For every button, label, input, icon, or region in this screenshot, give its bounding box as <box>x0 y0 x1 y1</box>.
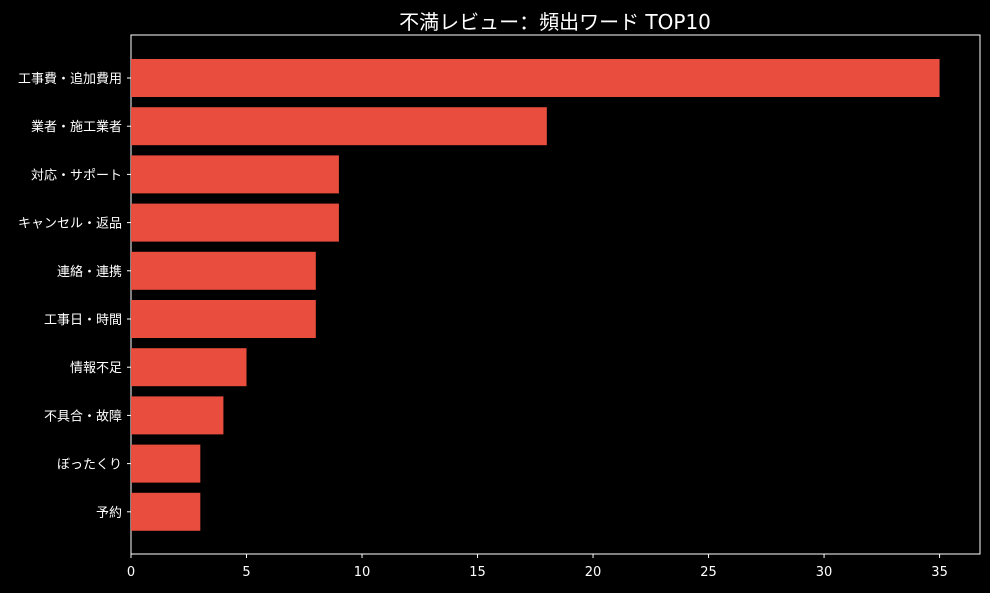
bar <box>131 444 201 483</box>
bar <box>131 59 940 97</box>
y-tick-label: 情報不足 <box>70 361 122 376</box>
bar <box>131 396 224 435</box>
bar <box>131 107 547 146</box>
plot-area-frame <box>130 34 981 555</box>
x-tick-label: 15 <box>469 565 486 580</box>
y-tick-label: 工事日・時間 <box>44 313 122 328</box>
bar <box>131 155 339 194</box>
bar <box>131 492 201 531</box>
x-tick-label: 25 <box>700 565 717 580</box>
x-axis-ticks: 0 5 10 15 20 25 30 35 <box>127 554 948 580</box>
y-tick-label: 業者・施工業者 <box>31 119 122 135</box>
bar <box>131 348 247 387</box>
x-tick-label: 20 <box>585 565 602 580</box>
y-tick-label: 工事費・追加費用 <box>18 71 122 87</box>
x-tick-label: 10 <box>354 565 371 580</box>
y-tick-label: 予約 <box>96 506 122 521</box>
chart-title: 不満レビュー：頻出ワード TOP10 <box>399 10 711 34</box>
bar <box>131 251 316 290</box>
x-tick-label: 0 <box>127 565 135 580</box>
y-tick-label: ぼったくり <box>57 458 122 473</box>
y-tick-label: 対応・サポート <box>31 168 122 183</box>
bars-group <box>131 59 940 531</box>
bar <box>131 203 339 242</box>
x-tick-label: 35 <box>931 565 948 580</box>
x-tick-label: 5 <box>242 565 250 580</box>
y-tick-label: 不具合・故障 <box>44 409 122 424</box>
y-axis-labels: 工事費・追加費用業者・施工業者対応・サポートキャンセル・返品連絡・連携工事日・時… <box>18 71 131 521</box>
y-tick-label: 連絡・連携 <box>57 264 122 280</box>
y-tick-label: キャンセル・返品 <box>18 217 122 232</box>
x-tick-label: 30 <box>816 565 833 580</box>
bar <box>131 300 316 338</box>
